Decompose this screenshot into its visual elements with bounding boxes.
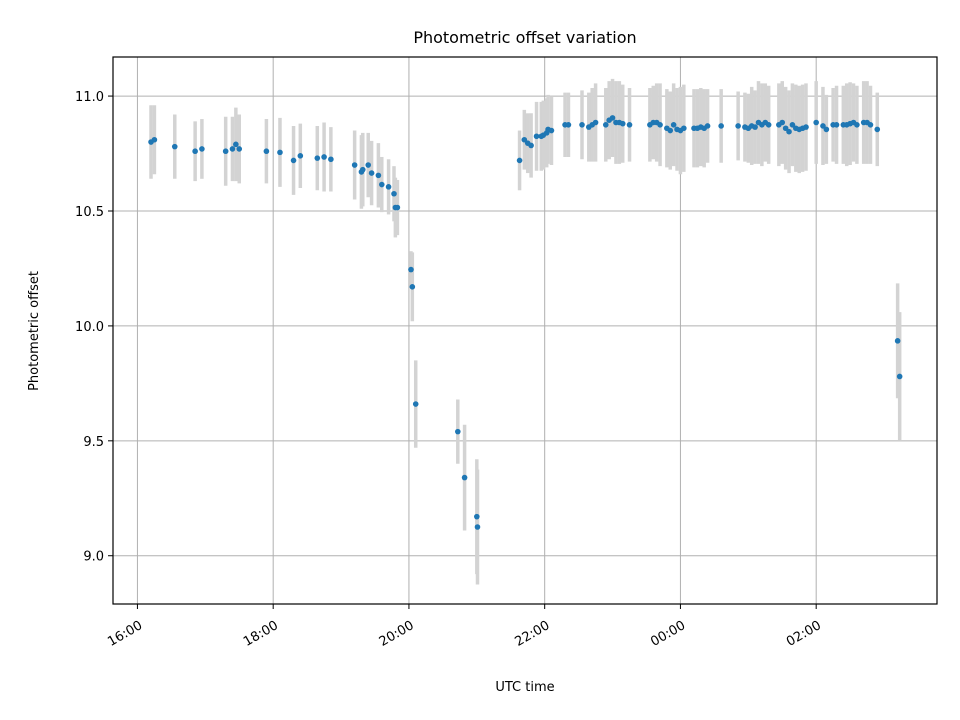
data-point bbox=[314, 155, 321, 161]
data-point bbox=[229, 146, 236, 152]
data-point bbox=[171, 143, 178, 150]
data-point bbox=[385, 184, 392, 190]
data-point bbox=[833, 122, 840, 128]
data-point bbox=[874, 126, 881, 133]
data-point bbox=[222, 148, 229, 155]
data-point bbox=[718, 123, 724, 129]
data-point bbox=[813, 119, 819, 126]
data-point bbox=[359, 166, 366, 173]
data-point bbox=[803, 124, 809, 130]
data-point bbox=[290, 157, 297, 164]
data-points-layer bbox=[148, 115, 903, 530]
data-point bbox=[896, 373, 903, 380]
x-axis-label: UTC time bbox=[495, 680, 554, 695]
data-point bbox=[782, 125, 789, 132]
data-point bbox=[765, 122, 772, 128]
data-point bbox=[789, 122, 796, 128]
data-point bbox=[657, 122, 663, 128]
data-point bbox=[368, 170, 375, 176]
data-point bbox=[565, 122, 572, 128]
data-point bbox=[894, 338, 901, 344]
data-point bbox=[681, 125, 687, 132]
data-point bbox=[192, 148, 198, 155]
data-point bbox=[854, 122, 860, 128]
y-tick-label: 10.0 bbox=[75, 320, 104, 335]
y-tick-label: 11.0 bbox=[75, 90, 104, 105]
data-point bbox=[548, 127, 555, 134]
data-point bbox=[533, 133, 540, 140]
plot-frame bbox=[112, 56, 938, 605]
data-point bbox=[461, 474, 468, 481]
data-point bbox=[378, 181, 385, 188]
data-point bbox=[351, 162, 358, 168]
data-point bbox=[867, 122, 874, 128]
data-point bbox=[408, 266, 414, 273]
data-point bbox=[752, 124, 758, 130]
data-point bbox=[263, 148, 270, 155]
data-point bbox=[277, 149, 283, 156]
data-point bbox=[619, 120, 626, 127]
data-point bbox=[786, 128, 792, 135]
data-point bbox=[704, 123, 711, 129]
y-tick-label: 10.5 bbox=[75, 205, 104, 220]
y-axis: 9.0 9.5 10.0 10.5 11.0 bbox=[75, 90, 113, 565]
y-tick-label: 9.0 bbox=[83, 550, 104, 565]
data-point bbox=[365, 162, 372, 168]
data-point bbox=[823, 126, 830, 133]
data-point bbox=[602, 122, 609, 128]
data-point bbox=[609, 115, 616, 121]
data-point bbox=[233, 141, 239, 148]
data-point bbox=[579, 122, 585, 128]
data-point bbox=[151, 136, 158, 143]
data-point bbox=[667, 127, 674, 134]
data-point bbox=[820, 123, 826, 129]
y-axis-label: Photometric offset bbox=[27, 271, 42, 391]
data-point bbox=[236, 146, 243, 152]
data-point bbox=[528, 142, 534, 149]
data-point bbox=[474, 524, 481, 530]
data-point bbox=[328, 156, 334, 163]
data-point bbox=[670, 122, 677, 128]
data-point bbox=[735, 123, 741, 129]
data-point bbox=[474, 513, 480, 520]
data-point bbox=[391, 190, 397, 197]
data-point bbox=[412, 401, 419, 407]
data-point bbox=[455, 428, 461, 435]
data-point bbox=[297, 153, 304, 159]
data-point bbox=[409, 284, 416, 290]
data-point bbox=[199, 146, 205, 152]
data-point bbox=[626, 122, 633, 128]
data-point bbox=[779, 119, 786, 126]
data-point bbox=[375, 172, 382, 179]
data-point bbox=[592, 119, 599, 126]
data-point bbox=[394, 204, 401, 211]
data-point bbox=[321, 154, 327, 160]
chart-title: Photometric offset variation bbox=[413, 28, 636, 47]
data-point bbox=[516, 157, 523, 164]
y-tick-label: 9.5 bbox=[83, 435, 104, 450]
data-point bbox=[521, 136, 528, 143]
